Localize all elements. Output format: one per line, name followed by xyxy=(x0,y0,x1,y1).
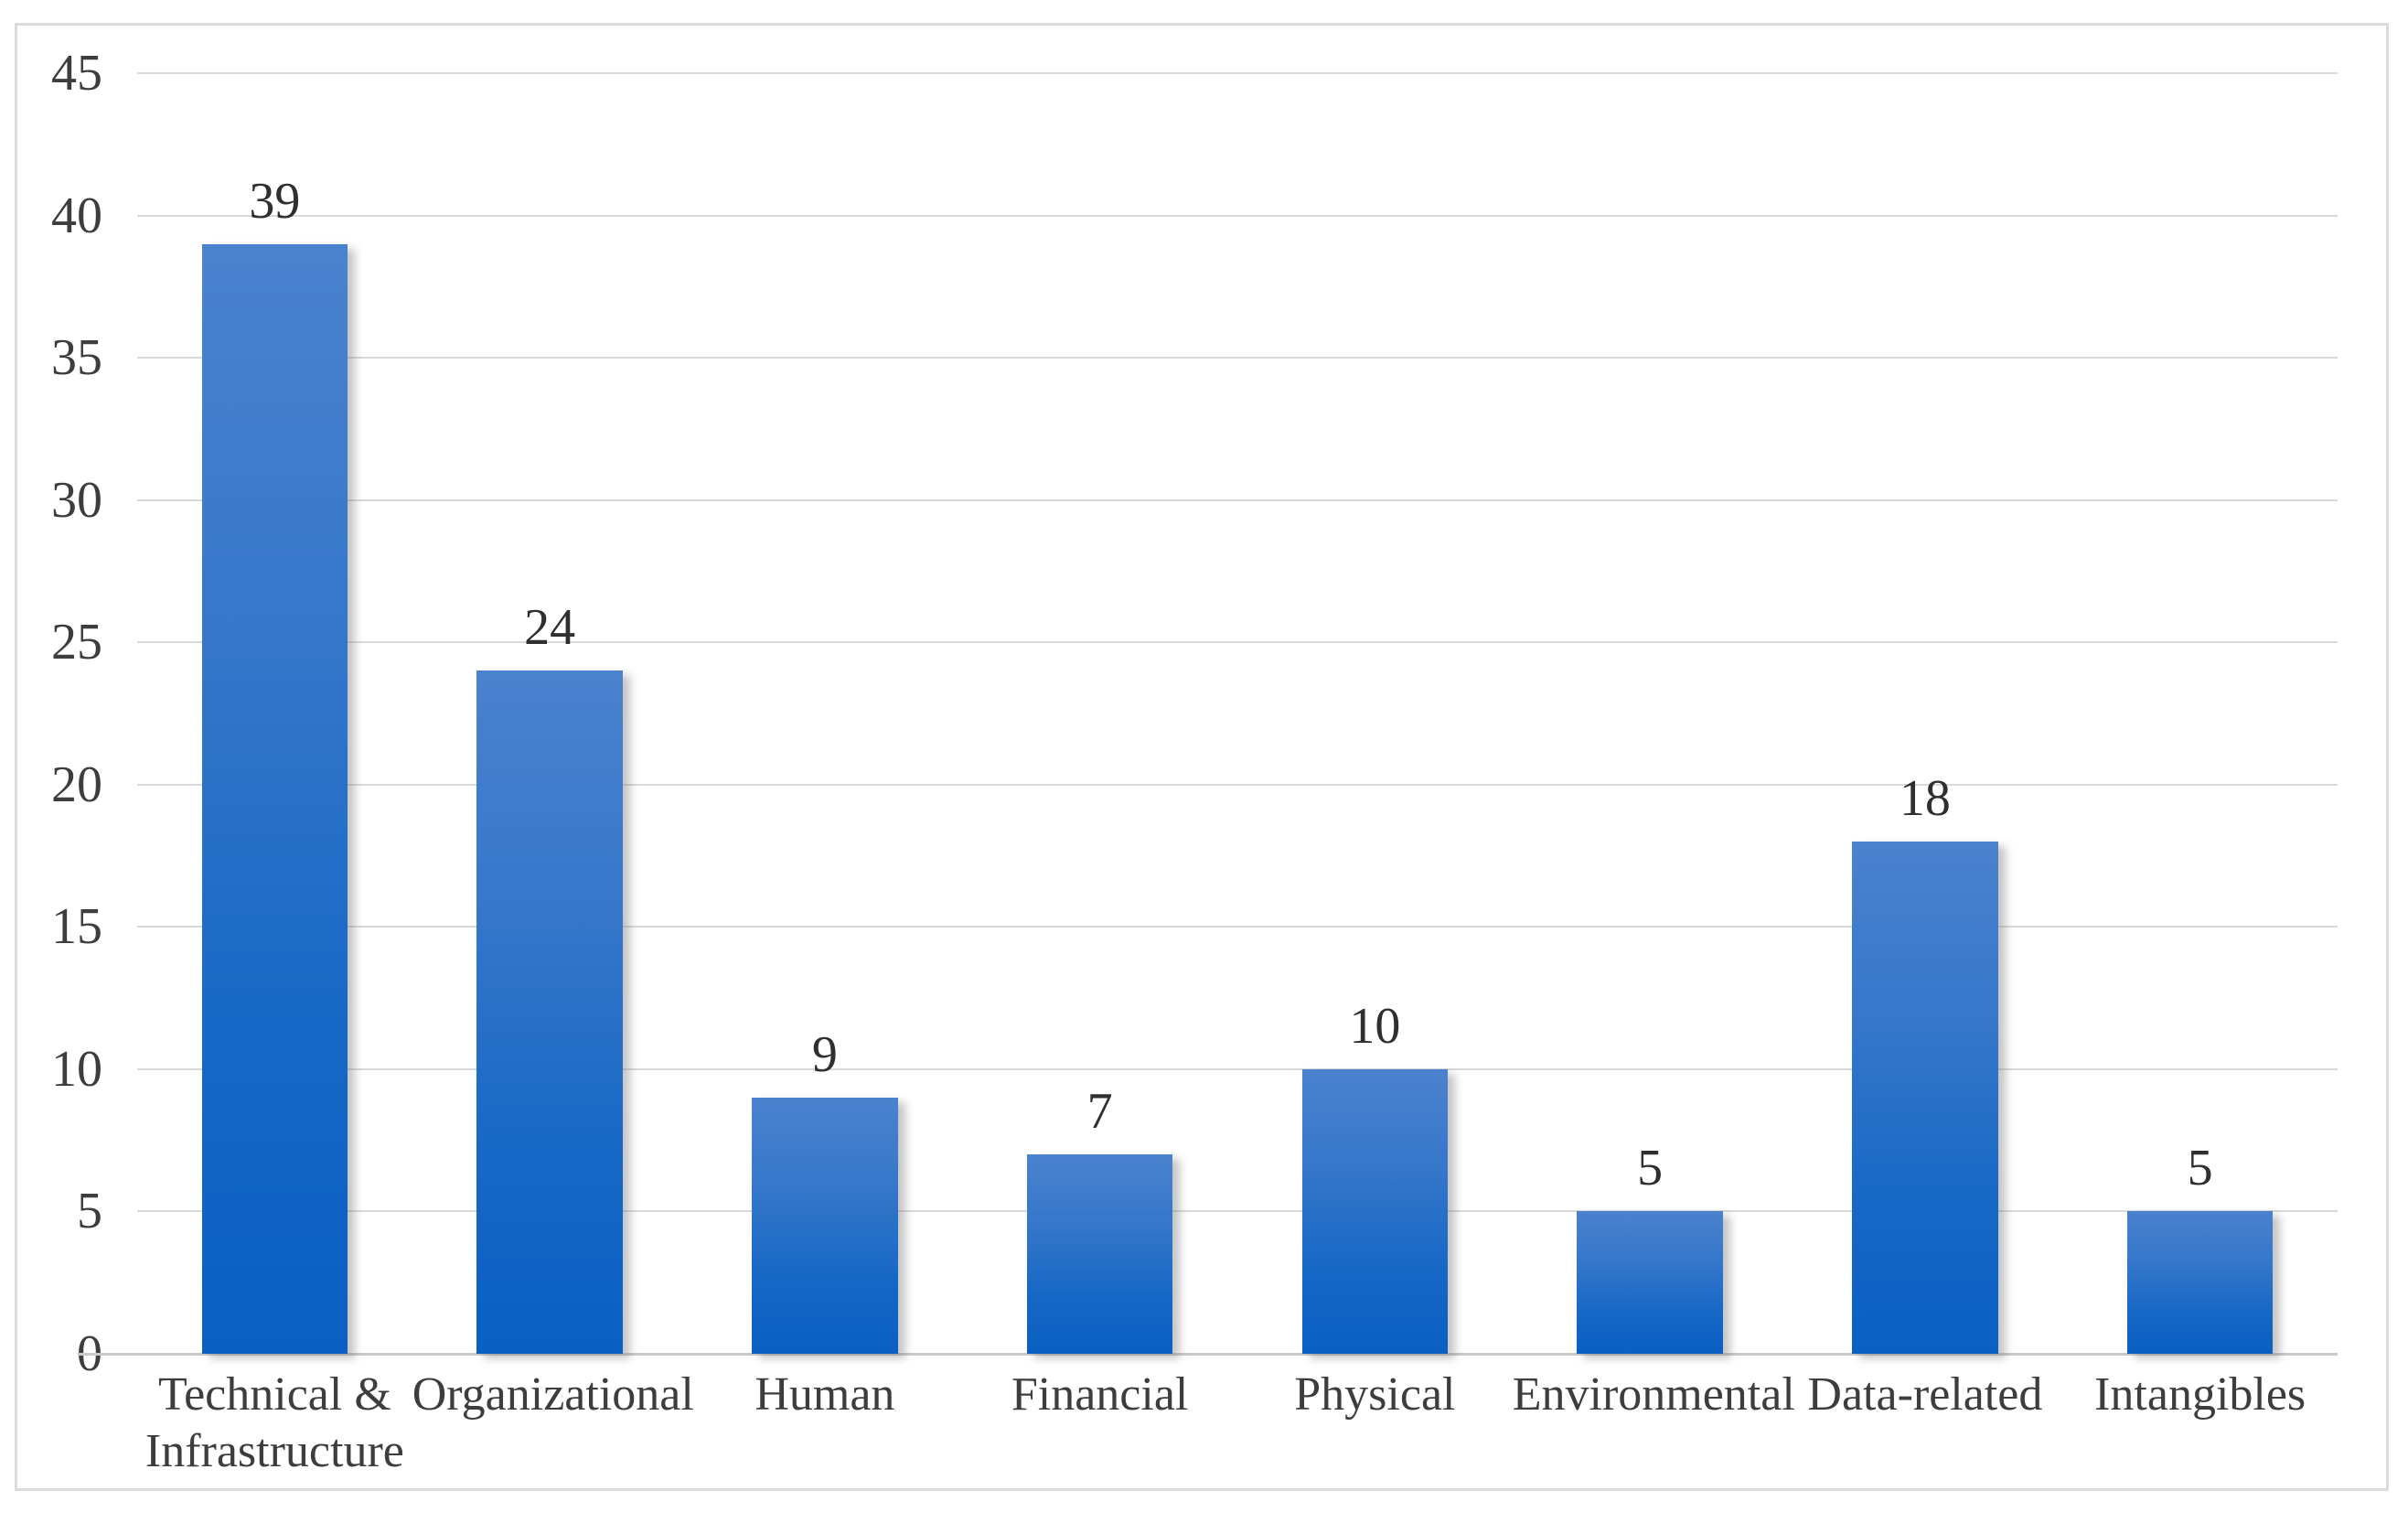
bar xyxy=(1577,1211,1723,1354)
bar xyxy=(476,670,623,1354)
bar xyxy=(201,243,348,1354)
bar xyxy=(1301,1068,1449,1354)
bar-column: 39 xyxy=(137,73,412,1354)
x-axis-category-label: Physical xyxy=(1294,1368,1456,1421)
bar-value-label: 9 xyxy=(811,1026,838,1083)
gridline xyxy=(137,783,2338,786)
gridline xyxy=(137,214,2338,217)
y-axis-tick-label: 45 xyxy=(51,45,102,102)
bar-column: 7 xyxy=(962,73,1237,1354)
bar xyxy=(1026,1154,1173,1354)
y-axis-tick-label: 35 xyxy=(51,329,102,387)
bar-value-label: 7 xyxy=(1086,1083,1113,1141)
x-axis-category-label: Organizational xyxy=(412,1368,694,1421)
plot-area xyxy=(137,72,2338,1354)
x-axis-category-label: Technical & Infrastructure xyxy=(144,1368,404,1477)
gridline xyxy=(137,72,2338,74)
y-axis-tick-label: 15 xyxy=(51,898,102,956)
bar-column: 24 xyxy=(412,73,688,1354)
gridline xyxy=(137,641,2338,644)
bar xyxy=(1852,842,1998,1354)
gridline xyxy=(137,499,2338,501)
y-axis-tick-label: 40 xyxy=(51,187,102,244)
bar-column: 9 xyxy=(688,73,963,1354)
bar-column: 5 xyxy=(2062,73,2338,1354)
bar-value-label: 18 xyxy=(1899,770,1951,827)
x-axis-line xyxy=(78,1353,2338,1356)
y-axis-tick-label: 10 xyxy=(51,1040,102,1098)
y-axis-tick-label: 20 xyxy=(51,756,102,813)
gridline xyxy=(137,1210,2338,1213)
x-axis-labels: Technical & Infrastructure Organizational… xyxy=(137,1367,2338,1480)
x-axis-category-label: Data-related xyxy=(1807,1368,2043,1421)
gridline xyxy=(137,926,2338,928)
bar-series: 39 24 9 7 10 5 18 5 xyxy=(137,73,2338,1354)
gridline xyxy=(137,357,2338,359)
bar xyxy=(2126,1211,2274,1354)
bar-column: 5 xyxy=(1513,73,1788,1354)
gridline xyxy=(137,1067,2338,1070)
bar-value-label: 5 xyxy=(2187,1140,2213,1197)
y-axis: 45 40 35 30 25 20 15 10 5 0 xyxy=(0,0,102,1523)
bar-value-label: 24 xyxy=(524,599,576,657)
x-axis-category-label: Financial xyxy=(1011,1368,1189,1421)
bar-value-label: 5 xyxy=(1637,1140,1664,1197)
x-axis-category-label: Intangibles xyxy=(2094,1368,2306,1421)
y-axis-tick-label: 30 xyxy=(51,471,102,529)
bar xyxy=(752,1098,898,1354)
bar-value-label: 39 xyxy=(249,172,301,230)
bar-column: 18 xyxy=(1788,73,2063,1354)
x-axis-category-label: Human xyxy=(755,1368,895,1421)
bar-column: 10 xyxy=(1237,73,1513,1354)
y-axis-tick-label: 5 xyxy=(77,1183,102,1240)
bar-value-label: 10 xyxy=(1349,997,1401,1055)
x-axis-category-label: Environmental xyxy=(1512,1368,1795,1421)
y-axis-tick-label: 25 xyxy=(51,614,102,671)
